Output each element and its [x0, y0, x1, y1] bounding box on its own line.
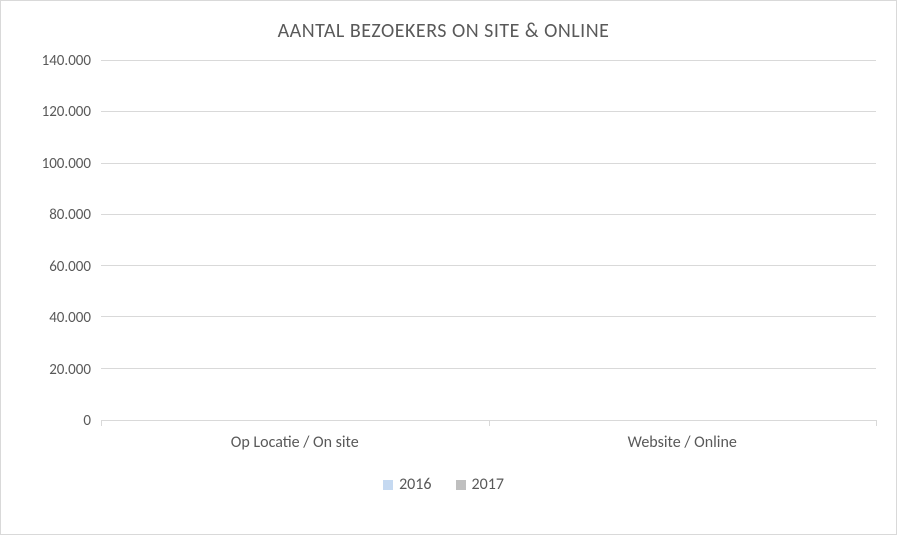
legend-label: 2017: [472, 475, 504, 494]
y-tick-label: 100.000: [42, 155, 91, 173]
gridline: [101, 111, 876, 112]
gridline: [101, 214, 876, 215]
chart-title: AANTAL BEZOEKERS ON SITE & ONLINE: [11, 11, 876, 61]
gridline: [101, 265, 876, 266]
y-tick-label: 40.000: [49, 309, 91, 327]
gridline: [101, 368, 876, 369]
gridline: [101, 60, 876, 61]
y-tick-label: 120.000: [42, 103, 91, 121]
gridline: [101, 316, 876, 317]
x-tick: [876, 420, 877, 426]
gridline: [101, 163, 876, 164]
chart-container: AANTAL BEZOEKERS ON SITE & ONLINE 140.00…: [0, 0, 897, 535]
legend-swatch-icon: [456, 480, 466, 490]
plot-area: 140.000 120.000 100.000 80.000 60.000 40…: [11, 61, 876, 421]
legend-swatch-icon: [383, 480, 393, 490]
y-tick-label: 140.000: [42, 52, 91, 70]
legend-item-2017: 2017: [456, 475, 504, 494]
x-axis-label: Website / Online: [628, 433, 737, 452]
y-tick-label: 0: [83, 412, 91, 430]
y-tick-label: 20.000: [49, 361, 91, 379]
legend-label: 2016: [399, 475, 431, 494]
plot: [101, 61, 876, 421]
x-axis-label: Op Locatie / On site: [231, 433, 359, 452]
y-axis: 140.000 120.000 100.000 80.000 60.000 40…: [11, 61, 101, 421]
y-tick-label: 60.000: [49, 258, 91, 276]
x-axis: Op Locatie / On site Website / Online: [101, 421, 876, 461]
legend: 2016 2017: [11, 461, 876, 494]
y-tick-label: 80.000: [49, 206, 91, 224]
legend-item-2016: 2016: [383, 475, 431, 494]
